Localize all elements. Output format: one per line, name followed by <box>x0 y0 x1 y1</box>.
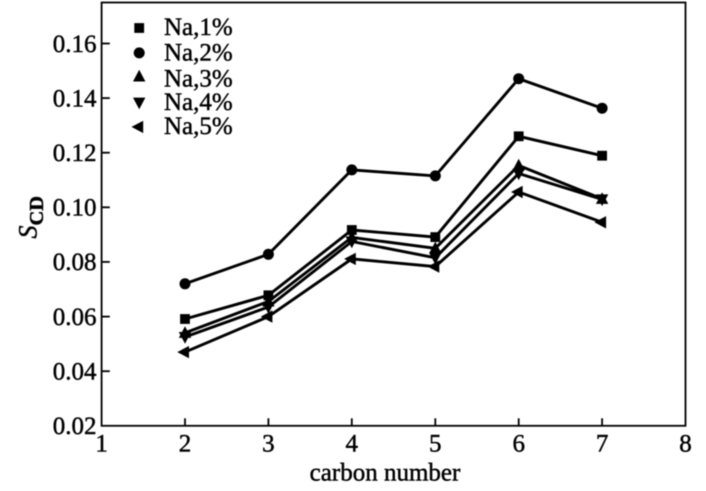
svg-text:3: 3 <box>262 431 275 458</box>
svg-text:0.14: 0.14 <box>53 85 97 112</box>
svg-text:0.04: 0.04 <box>53 359 97 386</box>
svg-text:0.08: 0.08 <box>53 249 97 276</box>
svg-text:0.12: 0.12 <box>53 140 97 167</box>
svg-text:carbon number: carbon number <box>310 460 461 487</box>
svg-text:Na,1%: Na,1% <box>164 14 233 41</box>
svg-text:0.16: 0.16 <box>53 31 97 58</box>
svg-text:5: 5 <box>429 431 442 458</box>
svg-text:0.10: 0.10 <box>53 195 97 222</box>
svg-text:Na,3%: Na,3% <box>164 65 233 92</box>
svg-text:6: 6 <box>512 431 525 458</box>
svg-text:1: 1 <box>95 431 108 458</box>
svg-text:8: 8 <box>679 431 692 458</box>
svg-text:0.06: 0.06 <box>53 304 97 331</box>
svg-text:2: 2 <box>179 431 192 458</box>
svg-text:4: 4 <box>346 431 359 458</box>
svg-text:Na,4%: Na,4% <box>164 89 233 116</box>
svg-text:0.02: 0.02 <box>53 413 97 440</box>
svg-text:Na,2%: Na,2% <box>164 40 233 67</box>
svg-text:7: 7 <box>596 431 609 458</box>
svg-text:Na,5%: Na,5% <box>164 113 233 140</box>
